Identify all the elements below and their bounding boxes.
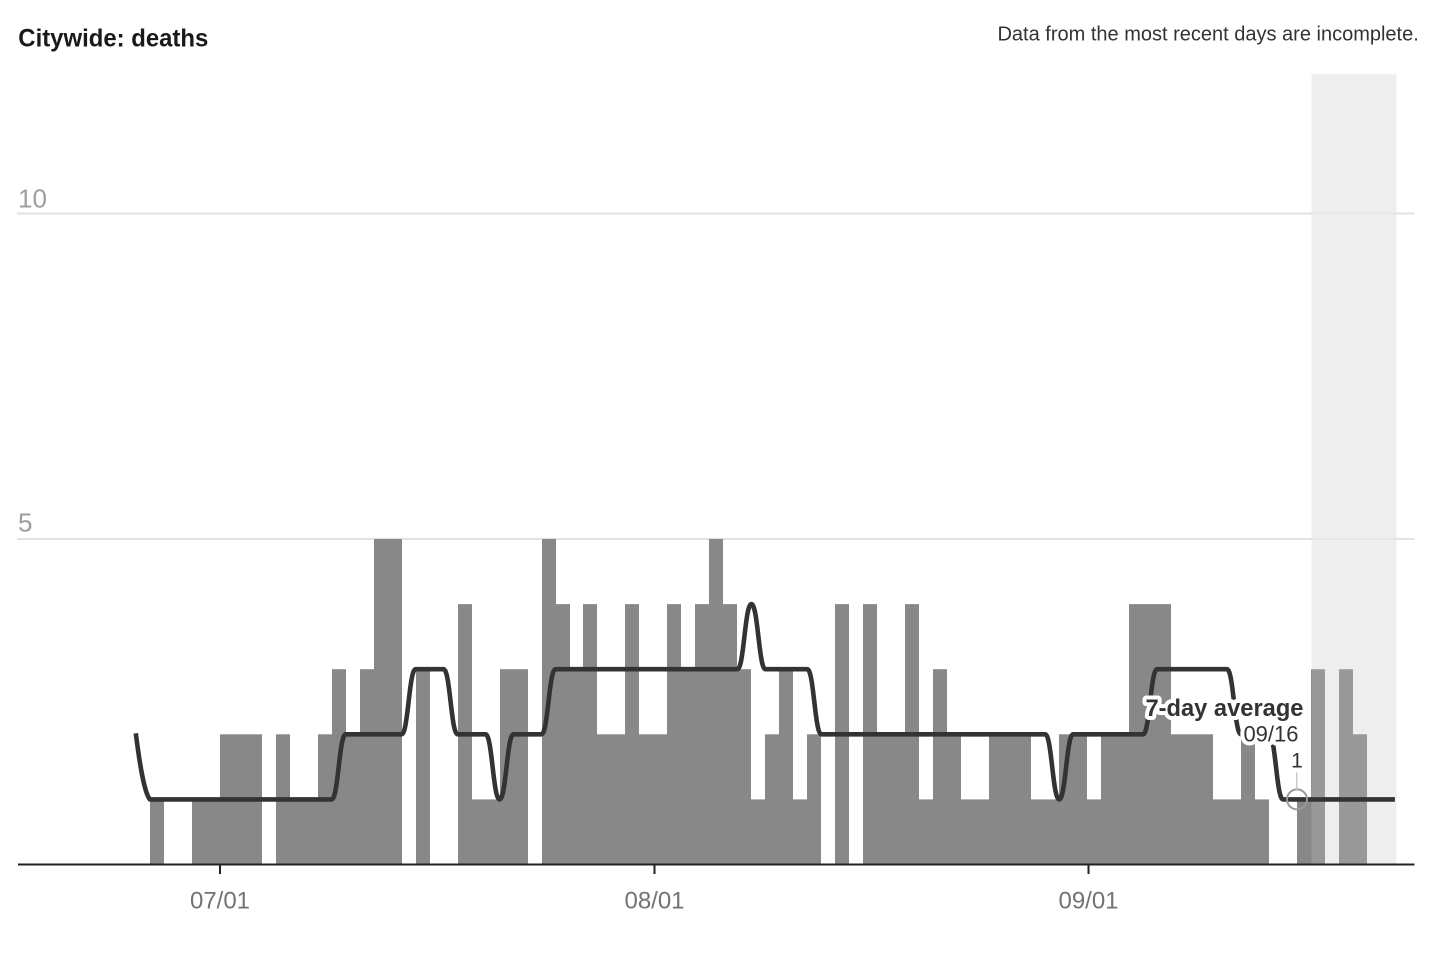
svg-text:Citywide: deaths: Citywide: deaths: [18, 24, 208, 52]
svg-text:10: 10: [18, 184, 47, 214]
svg-text:5: 5: [18, 508, 32, 538]
svg-text:1: 1: [1291, 749, 1303, 772]
svg-text:09/16: 09/16: [1243, 722, 1298, 747]
svg-text:08/01: 08/01: [624, 888, 684, 915]
svg-text:Data from the most recent days: Data from the most recent days are incom…: [997, 24, 1418, 46]
svg-text:7-day average: 7-day average: [1145, 696, 1303, 722]
svg-text:07/01: 07/01: [190, 888, 250, 915]
svg-text:09/01: 09/01: [1058, 888, 1118, 915]
